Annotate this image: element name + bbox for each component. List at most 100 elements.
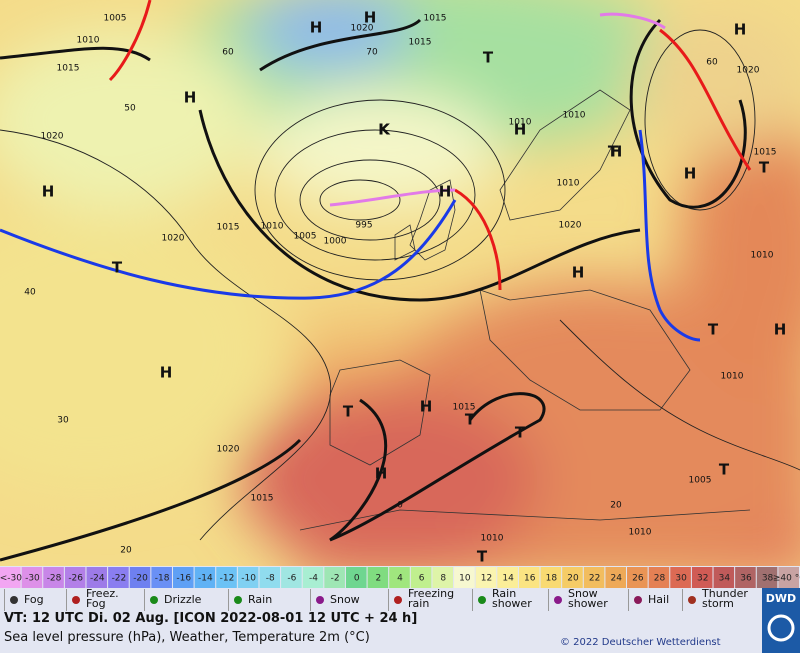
map-label: T bbox=[112, 259, 123, 277]
color-cell bbox=[194, 567, 216, 588]
map-label: T bbox=[483, 49, 494, 67]
color-label: 20 bbox=[567, 574, 579, 584]
legend-separator bbox=[66, 589, 67, 611]
legend-label: Drizzle bbox=[164, 593, 202, 606]
color-cell bbox=[86, 567, 108, 588]
color-cell bbox=[756, 567, 778, 588]
color-label: 4 bbox=[397, 574, 403, 584]
map-label: 1010 bbox=[557, 179, 580, 189]
map-label: K bbox=[378, 121, 391, 139]
copyright: © 2022 Deutscher Wetterdienst bbox=[560, 637, 721, 648]
legend-icon bbox=[10, 596, 18, 604]
color-cell bbox=[691, 567, 713, 588]
dwd-logo-emblem bbox=[767, 614, 795, 642]
map-label: 60 bbox=[222, 48, 234, 58]
map-label: K bbox=[378, 121, 391, 139]
legend-icon bbox=[688, 596, 696, 604]
color-label: -30 bbox=[25, 574, 40, 584]
color-label: <-30 bbox=[0, 574, 22, 584]
color-cell bbox=[583, 567, 605, 588]
map-label: 1020 bbox=[737, 66, 760, 76]
map-label: T bbox=[343, 403, 354, 421]
color-cell bbox=[518, 567, 540, 588]
warm-front bbox=[108, 0, 152, 82]
color-label: 24 bbox=[610, 574, 622, 584]
color-label: -12 bbox=[220, 574, 235, 584]
symbol-legend: Fog Freez. Fog Drizzle Rain Snow Freezing rain R… bbox=[4, 587, 748, 611]
map-label: H bbox=[184, 89, 197, 107]
legend-icon bbox=[634, 596, 642, 604]
map-label: 1010 bbox=[509, 118, 532, 128]
map-label: 1015 bbox=[251, 494, 274, 504]
map-label: 30 bbox=[57, 416, 69, 426]
warm-front bbox=[454, 188, 502, 291]
dwd-logo bbox=[762, 588, 800, 653]
map-label: 1015 bbox=[424, 14, 447, 24]
map-label: 1020 bbox=[217, 445, 240, 455]
legend-label: Freezing rain bbox=[408, 587, 454, 610]
map-label: 1000 bbox=[324, 237, 347, 247]
cold-front bbox=[638, 129, 701, 342]
map-label: H bbox=[310, 19, 323, 37]
color-label: 8 bbox=[440, 574, 446, 584]
legend-icon bbox=[150, 596, 158, 604]
color-cell bbox=[432, 567, 454, 588]
color-label: 32 bbox=[697, 574, 708, 584]
color-cell bbox=[281, 567, 302, 588]
color-cell bbox=[497, 567, 518, 588]
color-label: 0 bbox=[354, 574, 360, 584]
color-cell bbox=[129, 567, 151, 588]
map-label: H bbox=[610, 143, 623, 161]
map-label: H bbox=[364, 9, 377, 27]
color-label: -22 bbox=[112, 574, 127, 584]
map-label: 50 bbox=[124, 104, 136, 114]
map-label: 1005 bbox=[689, 476, 712, 486]
color-label: -10 bbox=[241, 574, 256, 584]
map-label: 1020 bbox=[351, 24, 374, 34]
color-label: 16 bbox=[524, 574, 536, 584]
color-cell bbox=[151, 567, 172, 588]
color-cell bbox=[389, 567, 410, 588]
map-label: 70 bbox=[366, 48, 378, 58]
map-label: T bbox=[759, 159, 770, 177]
color-label: 2 bbox=[376, 574, 382, 584]
color-cell bbox=[64, 567, 86, 588]
color-cell bbox=[540, 567, 562, 588]
map-label: T bbox=[719, 461, 730, 479]
temperature-field bbox=[0, 0, 800, 580]
map-label: 1010 bbox=[721, 372, 744, 382]
color-cell bbox=[735, 567, 756, 588]
color-cell bbox=[367, 567, 389, 588]
color-cell bbox=[302, 567, 324, 588]
legend-label: Snow shower bbox=[568, 587, 608, 610]
cold-front bbox=[0, 199, 457, 300]
legend-label: Thunder storm bbox=[701, 587, 748, 610]
map-label: 1015 bbox=[453, 403, 476, 413]
color-label: -20 bbox=[133, 574, 148, 584]
color-label: 10 bbox=[459, 574, 471, 584]
map-label: H bbox=[774, 321, 787, 339]
color-label: 6 bbox=[419, 574, 425, 584]
occluded-front bbox=[329, 188, 456, 207]
color-cell bbox=[670, 567, 691, 588]
valid-time: VT: 12 UTC Di. 02 Aug. [ICON 2022-08-01 … bbox=[4, 611, 417, 626]
map-label: 1015 bbox=[217, 223, 240, 233]
map-label: 60 bbox=[706, 58, 718, 68]
map-label: 1020 bbox=[41, 132, 64, 142]
map-label: 1005 bbox=[294, 232, 317, 242]
color-label: -14 bbox=[198, 574, 213, 584]
legend-separator bbox=[228, 589, 229, 611]
map-label: 1015 bbox=[754, 148, 777, 158]
color-cell bbox=[345, 567, 367, 588]
color-cell bbox=[108, 567, 129, 588]
color-cell bbox=[259, 567, 281, 588]
color-cell bbox=[475, 567, 497, 588]
color-cell bbox=[172, 567, 194, 588]
color-cell bbox=[410, 567, 432, 588]
legend-label: Rain bbox=[248, 593, 272, 606]
map-label: 1010 bbox=[481, 534, 504, 544]
legend-icon bbox=[72, 596, 80, 604]
